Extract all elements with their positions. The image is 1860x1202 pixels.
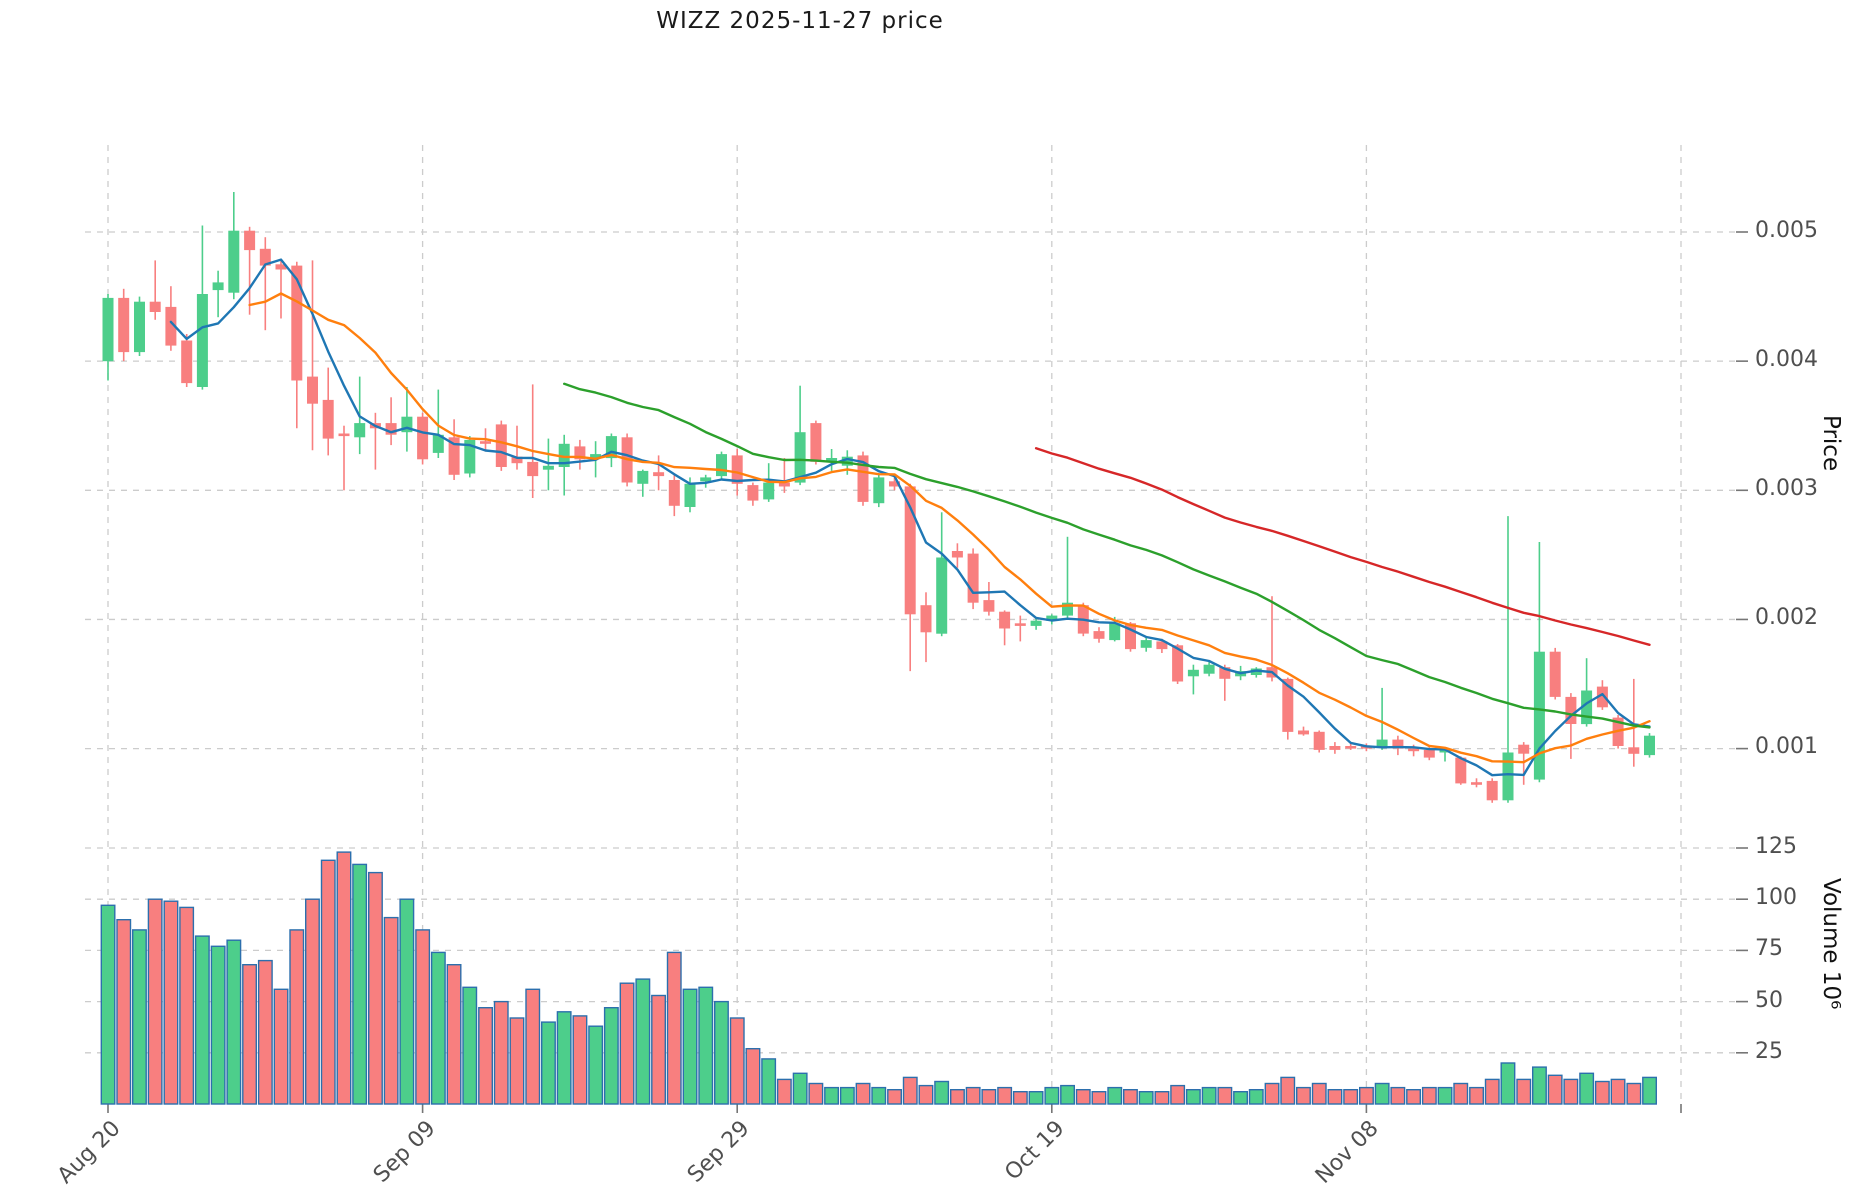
price-tick-0002: 0.002: [1755, 605, 1818, 630]
page-title: WIZZ 2025-11-27 price: [656, 8, 944, 34]
volume-tick-50: 50: [1755, 988, 1783, 1013]
price-axis-label: Price: [1818, 415, 1844, 472]
price-tick-0001: 0.001: [1755, 734, 1818, 759]
volume-tick-25: 25: [1755, 1039, 1783, 1064]
volume-tick-100: 100: [1755, 885, 1797, 910]
price-tick-0005: 0.005: [1755, 218, 1818, 243]
volume-axis-label: Volume 10⁶: [1818, 878, 1844, 1010]
volume-tick-125: 125: [1755, 834, 1797, 859]
price-tick-0003: 0.003: [1755, 476, 1818, 501]
volume-tick-75: 75: [1755, 936, 1783, 961]
price-tick-0004: 0.004: [1755, 347, 1818, 372]
